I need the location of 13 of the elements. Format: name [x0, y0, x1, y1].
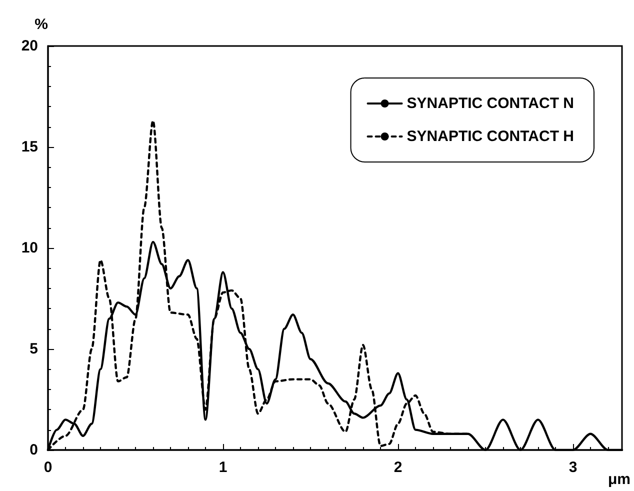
- legend-label: SYNAPTIC CONTACT N: [406, 95, 574, 112]
- x-tick-label: 1: [218, 459, 228, 476]
- x-tick-label: 3: [568, 459, 578, 476]
- y-tick-label: 15: [21, 138, 38, 156]
- y-tick-label: 0: [30, 442, 38, 458]
- x-tick-label: 0: [44, 459, 52, 476]
- x-tick-label: 2: [394, 459, 402, 476]
- y-axis-title: %: [34, 16, 48, 33]
- legend-label: SYNAPTIC CONTACT H: [406, 128, 574, 145]
- y-tick-label: 10: [21, 240, 38, 256]
- x-axis-title: μm: [608, 471, 631, 488]
- y-tick-label: 5: [30, 340, 38, 358]
- y-tick-label: 20: [21, 38, 38, 54]
